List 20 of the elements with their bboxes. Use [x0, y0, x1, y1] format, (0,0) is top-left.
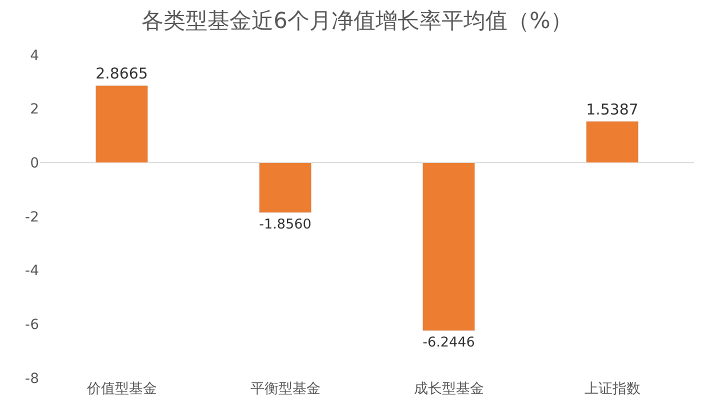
y-tick-label: 0 [30, 156, 39, 172]
bar [95, 85, 148, 163]
data-label: 1.5387 [586, 100, 638, 118]
data-label: 2.8665 [96, 64, 148, 83]
data-label: -6.2446 [422, 334, 475, 350]
y-tick-label: -2 [25, 209, 39, 226]
y-tick-label: -6 [25, 317, 40, 334]
x-tick-label: 上证指数 [584, 381, 640, 397]
chart-title: 各类型基金近6个月净值增长率平均值（%） [142, 8, 572, 34]
x-tick-label: 成长型基金 [414, 381, 484, 397]
data-label: -1.8560 [259, 216, 312, 232]
x-tick-label: 平衡型基金 [250, 381, 320, 397]
y-tick-label: -4 [25, 263, 40, 280]
bar [258, 162, 312, 213]
bar [422, 162, 476, 331]
y-tick-label: 4 [30, 48, 40, 64]
y-tick-label: -8 [25, 370, 39, 387]
y-tick-label: 2 [30, 102, 39, 118]
x-tick-label: 价值型基金 [86, 381, 157, 397]
bar [586, 121, 639, 163]
